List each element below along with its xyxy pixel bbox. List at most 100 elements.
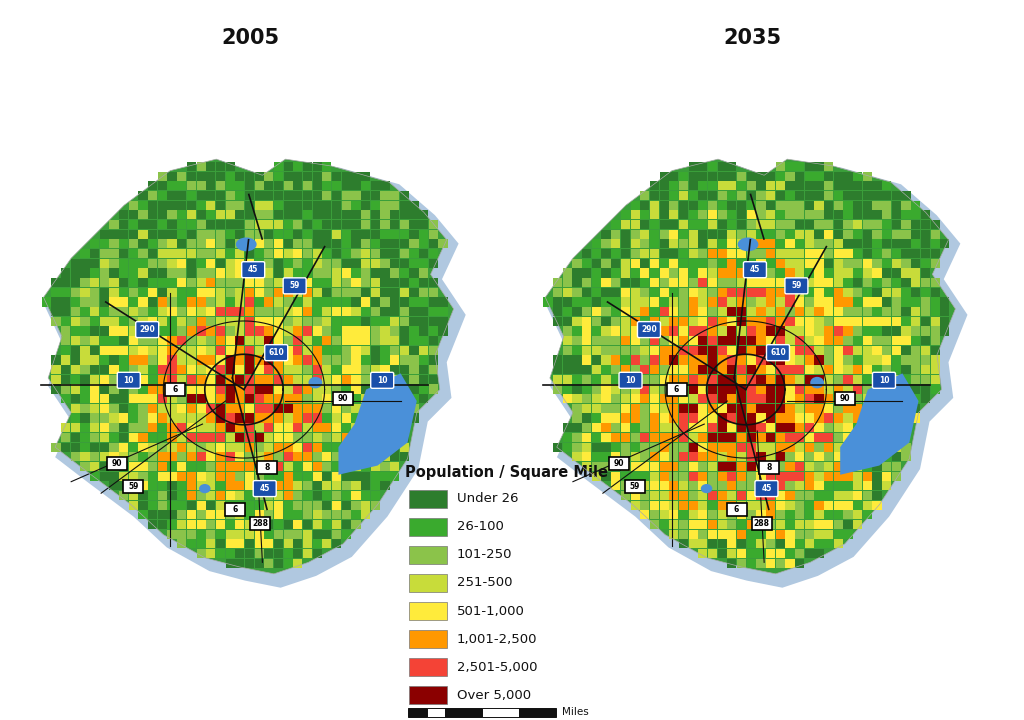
Bar [834, 530, 843, 539]
Bar [640, 365, 649, 374]
Bar [659, 230, 669, 239]
Bar [863, 269, 872, 277]
Bar [601, 278, 610, 287]
Bar [216, 288, 225, 297]
Bar [429, 297, 438, 307]
Bar [863, 443, 872, 451]
Bar [911, 201, 921, 210]
Bar [621, 384, 630, 394]
Bar [911, 249, 921, 258]
Text: 251-500: 251-500 [457, 577, 512, 590]
Bar [293, 210, 302, 220]
Bar [206, 297, 215, 307]
Bar [332, 326, 341, 336]
Bar [824, 491, 834, 500]
Bar [225, 520, 234, 529]
Bar [158, 443, 167, 451]
Bar [746, 452, 756, 462]
Bar [332, 201, 341, 210]
Bar [206, 230, 215, 239]
Bar [659, 413, 669, 423]
Bar [727, 413, 736, 423]
Bar [245, 317, 254, 326]
Bar [746, 356, 756, 364]
Bar [757, 472, 766, 481]
Bar [410, 326, 419, 336]
Bar [688, 162, 697, 171]
Bar [323, 278, 332, 287]
Bar [197, 375, 206, 384]
Bar [197, 162, 206, 171]
Bar [245, 394, 254, 403]
Bar [390, 443, 399, 451]
Bar [746, 472, 756, 481]
Bar [410, 269, 419, 277]
Bar [284, 394, 293, 403]
Bar [138, 346, 147, 355]
Bar [737, 230, 746, 239]
Bar [361, 258, 371, 268]
Bar [659, 404, 669, 413]
Bar [872, 278, 882, 287]
Bar [371, 491, 380, 500]
Bar [399, 365, 409, 374]
Bar [718, 452, 727, 462]
Bar [245, 269, 254, 277]
Bar [757, 239, 766, 248]
Bar [892, 404, 901, 413]
Bar [824, 336, 834, 346]
Bar [380, 433, 389, 442]
Bar [177, 481, 186, 490]
Bar [303, 452, 312, 462]
Bar [245, 384, 254, 394]
Bar [206, 210, 215, 220]
Bar [274, 220, 283, 229]
Bar [911, 317, 921, 326]
Bar [853, 307, 862, 316]
Bar [323, 326, 332, 336]
Bar [245, 530, 254, 539]
Bar [582, 336, 591, 346]
Bar [264, 404, 273, 413]
Bar [775, 462, 784, 471]
Bar [148, 500, 158, 510]
Bar [650, 423, 659, 432]
Bar [390, 210, 399, 220]
Bar [342, 404, 351, 413]
Bar [264, 365, 273, 374]
Bar [61, 278, 71, 287]
Bar [795, 210, 804, 220]
Bar [863, 210, 872, 220]
Text: 90: 90 [338, 395, 348, 403]
Bar [399, 375, 409, 384]
Bar [245, 336, 254, 346]
Bar [293, 239, 302, 248]
Bar [863, 413, 872, 423]
Bar [824, 278, 834, 287]
Bar [255, 191, 264, 200]
Bar [186, 288, 196, 297]
Bar [255, 559, 264, 568]
Bar [824, 317, 834, 326]
Bar [757, 258, 766, 268]
Bar [727, 317, 736, 326]
Bar [834, 356, 843, 364]
Bar [390, 404, 399, 413]
Bar [342, 500, 351, 510]
Bar [177, 317, 186, 326]
Bar [80, 326, 89, 336]
Bar [371, 220, 380, 229]
Bar [90, 413, 99, 423]
Bar [332, 539, 341, 549]
Bar [419, 269, 428, 277]
Bar [206, 171, 215, 181]
Bar [216, 549, 225, 558]
Bar [303, 491, 312, 500]
Bar [158, 365, 167, 374]
Bar [872, 249, 882, 258]
Bar [361, 500, 371, 510]
Bar [746, 462, 756, 471]
Bar [892, 288, 901, 297]
Bar [718, 181, 727, 190]
Bar [814, 191, 823, 200]
